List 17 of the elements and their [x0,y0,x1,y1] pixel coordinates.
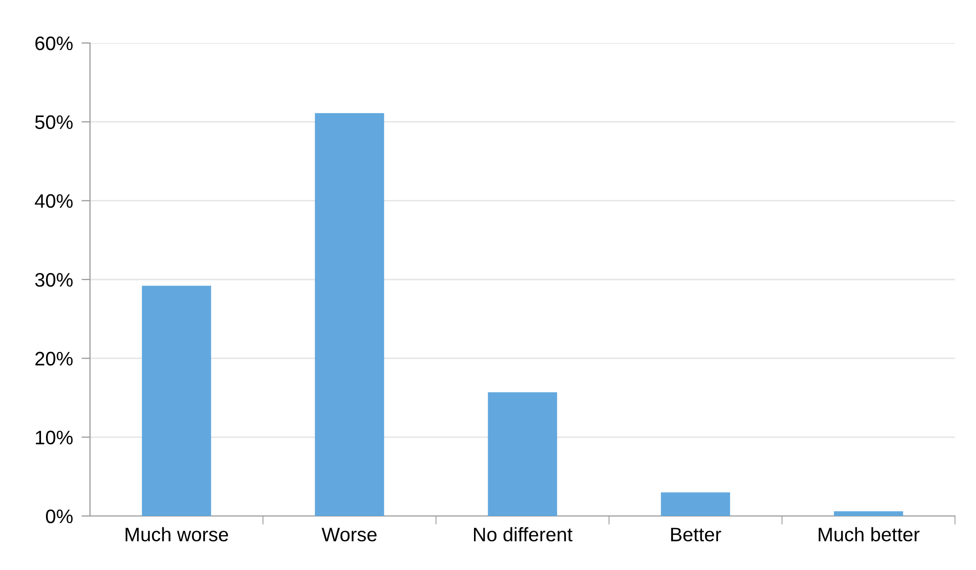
x-tick-label: Worse [322,528,377,542]
bar [488,392,558,516]
bar [834,511,904,516]
y-tick-label: 60% [35,36,73,50]
x-tick-label: Much better [818,527,920,542]
y-tick-label: 0% [46,509,73,524]
bar [660,492,730,516]
y-tick-label: 40% [34,194,73,208]
bar [142,286,212,516]
y-tick-label: 50% [35,115,73,130]
x-tick-label: Better [671,528,722,542]
y-tick-label: 30% [35,272,73,287]
x-tick-label: No different [474,527,572,542]
x-tick-label: Much worse [126,527,228,542]
bar [314,113,384,516]
y-tick-label: 20% [35,352,73,366]
y-tick-label: 10% [36,430,73,444]
